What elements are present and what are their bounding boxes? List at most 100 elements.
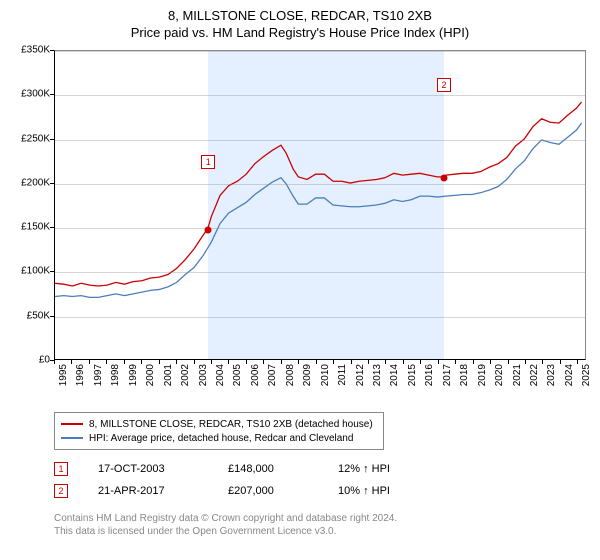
x-tick-label: 2014 [389,364,400,404]
chart-container: 8, MILLSTONE CLOSE, REDCAR, TS10 2XB Pri… [0,0,600,548]
marker-label: 1 [201,155,215,169]
y-tick-label: £300K [10,89,50,100]
sale-date: 17-OCT-2003 [98,463,208,475]
legend-label: HPI: Average price, detached house, Redc… [89,433,353,444]
x-tick-label: 1999 [128,364,139,404]
x-tick-mark [176,360,177,364]
x-tick-label: 2011 [337,364,348,404]
legend-swatch [61,437,83,439]
x-tick-label: 2010 [320,364,331,404]
y-tick-mark [50,271,54,272]
footnote: Contains HM Land Registry data © Crown c… [54,512,590,538]
x-tick-label: 2022 [529,364,540,404]
x-tick-mark [490,360,491,364]
x-tick-label: 2012 [355,364,366,404]
y-tick-label: £250K [10,133,50,144]
x-tick-label: 2008 [285,364,296,404]
x-tick-mark [473,360,474,364]
x-tick-mark [246,360,247,364]
x-tick-mark [281,360,282,364]
y-tick-mark [50,94,54,95]
y-tick-label: £350K [10,45,50,56]
y-tick-label: £150K [10,222,50,233]
x-tick-mark [159,360,160,364]
y-tick-mark [50,50,54,51]
chart-subtitle: Price paid vs. HM Land Registry's House … [10,25,590,40]
x-tick-mark [508,360,509,364]
x-tick-mark [141,360,142,364]
line-series-svg [55,51,585,359]
x-tick-label: 2025 [581,364,592,404]
x-tick-label: 1997 [93,364,104,404]
x-tick-label: 2020 [494,364,505,404]
legend-swatch [61,423,83,425]
y-tick-mark [50,316,54,317]
x-tick-label: 2021 [512,364,523,404]
gridline [55,95,585,96]
y-tick-mark [50,227,54,228]
y-tick-label: £50K [10,310,50,321]
x-tick-mark [228,360,229,364]
x-tick-mark [542,360,543,364]
y-tick-mark [50,139,54,140]
x-tick-mark [298,360,299,364]
x-tick-label: 2018 [459,364,470,404]
sale-date: 21-APR-2017 [98,485,208,497]
chart-title: 8, MILLSTONE CLOSE, REDCAR, TS10 2XB [10,8,590,23]
y-tick-label: £0 [10,355,50,366]
gridline [55,272,585,273]
series-line-hpi [55,123,582,297]
x-tick-mark [211,360,212,364]
gridline [55,228,585,229]
x-tick-label: 2004 [215,364,226,404]
gridline [55,317,585,318]
series-line-price_paid [55,102,582,286]
x-tick-mark [525,360,526,364]
x-tick-mark [385,360,386,364]
x-tick-label: 2024 [564,364,575,404]
x-tick-label: 2005 [232,364,243,404]
x-tick-mark [368,360,369,364]
sale-marker-icon: 1 [54,462,68,476]
x-tick-mark [577,360,578,364]
x-tick-mark [106,360,107,364]
legend-item-price-paid: 8, MILLSTONE CLOSE, REDCAR, TS10 2XB (de… [61,417,377,431]
x-tick-mark [263,360,264,364]
gridline [55,51,585,52]
x-tick-mark [455,360,456,364]
plot-region: 12 [54,50,586,360]
x-tick-label: 2009 [302,364,313,404]
gridline [55,140,585,141]
sale-delta: 12% ↑ HPI [338,463,390,475]
sale-row: 2 21-APR-2017 £207,000 10% ↑ HPI [54,480,574,502]
x-tick-label: 1995 [58,364,69,404]
x-tick-mark [438,360,439,364]
x-tick-label: 2016 [424,364,435,404]
x-tick-label: 2006 [250,364,261,404]
x-tick-label: 2000 [145,364,156,404]
y-tick-label: £200K [10,177,50,188]
x-tick-mark [560,360,561,364]
x-tick-mark [71,360,72,364]
x-tick-label: 1998 [110,364,121,404]
marker-dot-icon [205,226,212,233]
legend-label: 8, MILLSTONE CLOSE, REDCAR, TS10 2XB (de… [89,419,373,430]
title-block: 8, MILLSTONE CLOSE, REDCAR, TS10 2XB Pri… [10,8,590,40]
x-tick-label: 2007 [267,364,278,404]
x-tick-label: 2019 [477,364,488,404]
x-tick-label: 2002 [180,364,191,404]
sale-delta: 10% ↑ HPI [338,485,390,497]
marker-dot-icon [440,174,447,181]
marker-label: 2 [437,78,451,92]
sales-table: 1 17-OCT-2003 £148,000 12% ↑ HPI 2 21-AP… [54,458,574,502]
x-tick-mark [420,360,421,364]
y-tick-label: £100K [10,266,50,277]
x-tick-mark [333,360,334,364]
y-tick-mark [50,183,54,184]
x-tick-label: 2017 [442,364,453,404]
x-tick-mark [194,360,195,364]
sale-marker-icon: 2 [54,484,68,498]
sale-price: £207,000 [228,485,318,497]
x-tick-mark [403,360,404,364]
legend-item-hpi: HPI: Average price, detached house, Redc… [61,431,377,445]
